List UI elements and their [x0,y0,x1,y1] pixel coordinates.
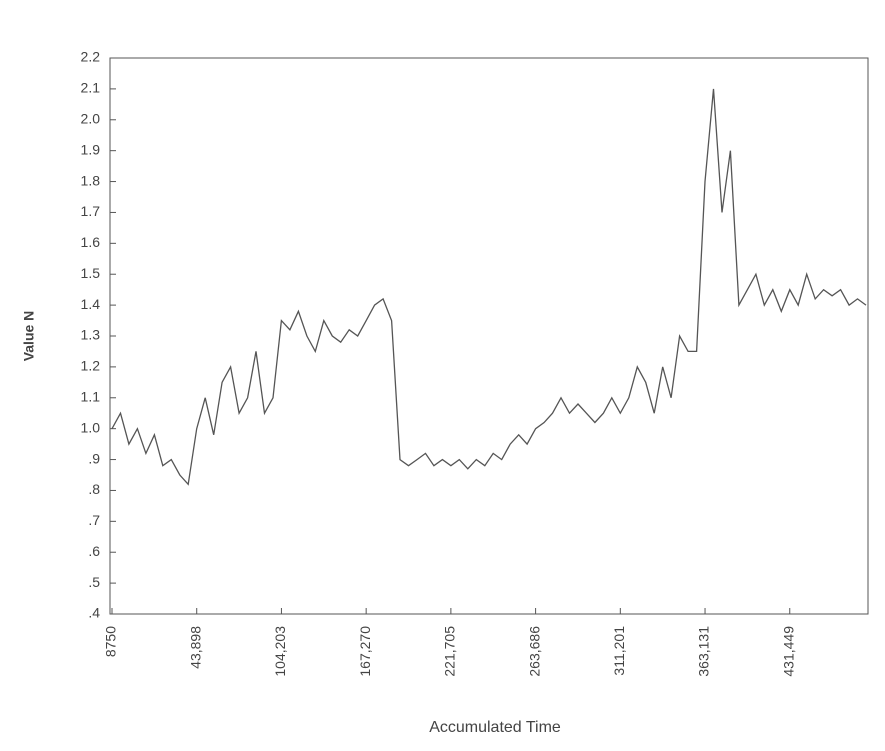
y-tick-label: 1.6 [81,234,101,250]
y-tick-label: .6 [88,543,100,559]
y-tick-label: 1.2 [81,358,101,374]
y-tick-label: 1.0 [81,419,101,435]
y-tick-label: 2.2 [81,49,101,65]
y-tick-label: 2.1 [81,80,101,96]
y-tick-label: 1.3 [81,327,101,343]
x-tick-label: 8750 [103,626,119,657]
x-tick-label: 263,686 [526,626,542,677]
data-line [111,88,867,486]
x-tick-label: 311,201 [611,626,627,676]
y-tick-label: .9 [88,450,100,466]
y-tick-label: 1.5 [81,265,101,281]
y-tick-label: 1.4 [81,296,101,312]
x-tick-label: 221,705 [442,626,458,677]
y-tick-label: 1.8 [81,172,101,188]
x-tick-label: 431,449 [780,626,796,677]
x-tick-label: 43,898 [187,626,203,669]
y-tick-label: .8 [88,481,100,497]
y-tick-label: 2.0 [81,110,101,126]
x-tick-label: 363,131 [696,626,712,677]
x-tick-label: 167,270 [357,626,373,677]
x-tick-label: 104,203 [272,626,288,677]
plot-frame [109,57,869,615]
x-axis-label: Accumulated Time [429,719,561,736]
y-tick-label: 1.1 [81,388,101,404]
y-tick-label: .4 [88,605,100,621]
y-axis-label: Value N [21,311,37,362]
y-tick-label: .5 [88,574,100,590]
y-tick-label: .7 [88,512,100,528]
y-tick-label: 1.9 [81,141,101,157]
y-tick-label: 1.7 [81,203,101,219]
